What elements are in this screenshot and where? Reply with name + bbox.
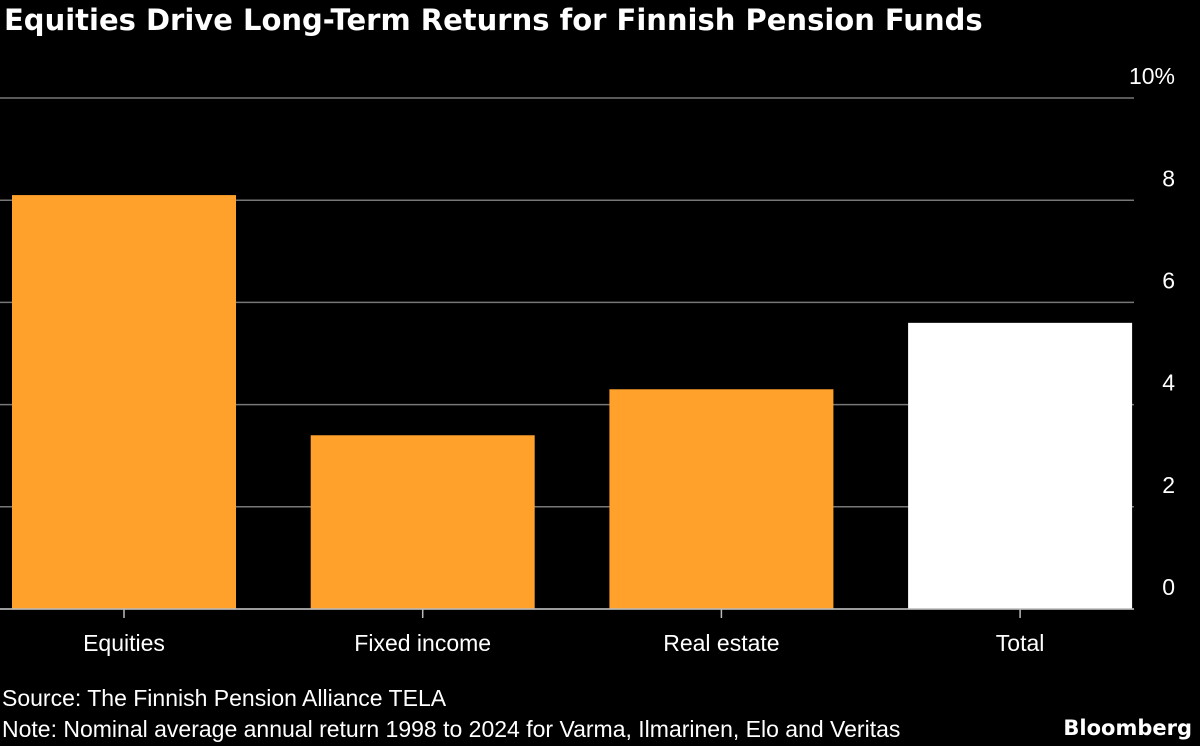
chart-title: Equities Drive Long-Term Returns for Fin…: [4, 3, 983, 37]
y-tick-label: 6: [1162, 267, 1175, 293]
bar: [310, 435, 535, 609]
x-tick-label: Real estate: [663, 630, 779, 656]
source: Source: The Finnish Pension Alliance TEL…: [2, 685, 447, 711]
y-tick-label: 8: [1162, 165, 1175, 191]
x-tick-label: Equities: [83, 630, 165, 656]
note: Note: Nominal average annual return 1998…: [2, 716, 900, 742]
y-tick-label: 0: [1162, 574, 1175, 600]
brand: Bloomberg: [1063, 716, 1192, 740]
x-tick-label: Total: [996, 630, 1045, 656]
bar: [609, 389, 834, 609]
x-tick-label: Fixed income: [354, 630, 491, 656]
bar: [12, 195, 236, 609]
y-tick-label: 2: [1162, 472, 1175, 498]
bar: [908, 322, 1133, 609]
y-tick-label: 4: [1162, 370, 1175, 396]
y-tick-label: 10%: [1129, 63, 1175, 89]
